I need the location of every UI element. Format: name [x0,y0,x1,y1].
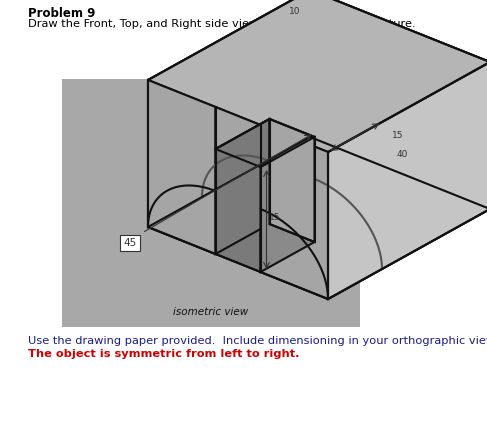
Bar [62,79,360,327]
Polygon shape [148,0,487,152]
Polygon shape [261,137,315,272]
Text: Use the drawing paper provided.  Include dimensioning in your orthographic views: Use the drawing paper provided. Include … [28,336,487,346]
Polygon shape [216,119,269,254]
Polygon shape [269,119,315,242]
Polygon shape [261,125,328,299]
Polygon shape [328,62,487,299]
Text: 45: 45 [123,238,137,248]
Text: 40: 40 [396,150,408,159]
Polygon shape [216,119,315,167]
Polygon shape [216,107,261,167]
Polygon shape [148,137,487,299]
Polygon shape [148,80,216,254]
Text: isometric view: isometric view [173,307,249,317]
Text: Problem 9: Problem 9 [28,7,95,20]
Text: 15: 15 [392,130,404,139]
Text: The object is symmetric from left to right.: The object is symmetric from left to rig… [28,349,300,359]
Text: Draw the Front, Top, and Right side views of the following structure.: Draw the Front, Top, and Right side view… [28,19,415,29]
Text: 15: 15 [268,213,280,222]
Polygon shape [310,0,487,209]
Polygon shape [148,0,310,227]
Text: 10: 10 [288,6,300,15]
